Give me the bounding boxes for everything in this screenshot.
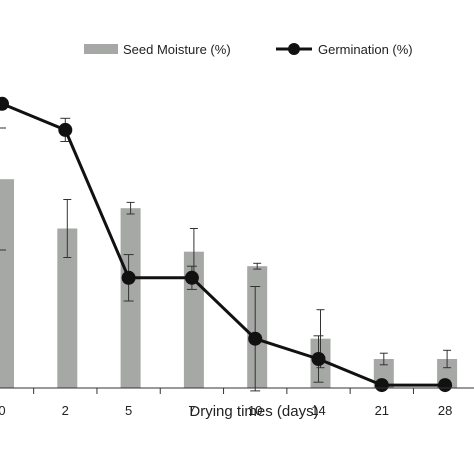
germination-point-0 bbox=[0, 96, 9, 111]
x-tick-label-10: 10 bbox=[248, 403, 262, 418]
bar-2 bbox=[57, 228, 78, 388]
germination-point-21 bbox=[374, 378, 389, 393]
x-tick-label-14: 14 bbox=[311, 403, 325, 418]
germination-point-5 bbox=[121, 270, 136, 285]
bar-error-10 bbox=[253, 262, 262, 270]
legend: Seed Moisture (%) Germination (%) bbox=[84, 42, 413, 57]
bar-error-28 bbox=[443, 349, 452, 369]
bar-0 bbox=[0, 179, 14, 388]
germination-point-7 bbox=[184, 270, 199, 285]
germination-point-28 bbox=[438, 378, 453, 393]
x-tick-labels: 0 2 5 7 10 14 21 28 bbox=[0, 403, 452, 418]
bar-error-5 bbox=[126, 201, 135, 215]
germination-point-10 bbox=[248, 331, 263, 346]
germination-line bbox=[1, 102, 446, 387]
x-tick-label-5: 5 bbox=[125, 403, 132, 418]
x-tick-label-2: 2 bbox=[62, 403, 69, 418]
germination-point-2 bbox=[58, 122, 73, 137]
bars bbox=[0, 179, 458, 388]
legend-marker-germination bbox=[288, 43, 300, 55]
germination-point-14 bbox=[311, 352, 326, 366]
bar-error-2 bbox=[63, 199, 72, 258]
bar-error-bars bbox=[63, 199, 452, 369]
x-tick-label-21: 21 bbox=[375, 403, 389, 418]
x-axis-label: Drying times (days) bbox=[189, 403, 318, 420]
bar-error-21 bbox=[379, 352, 388, 366]
legend-swatch-seed-moisture bbox=[84, 44, 118, 54]
germination-points bbox=[0, 96, 453, 393]
legend-label-seed-moisture: Seed Moisture (%) bbox=[123, 42, 231, 57]
x-ticks bbox=[0, 127, 414, 394]
x-tick-label-7: 7 bbox=[188, 403, 195, 418]
x-tick-label-28: 28 bbox=[438, 403, 452, 418]
x-tick-label-0: 0 bbox=[0, 403, 6, 418]
bar-5 bbox=[120, 208, 141, 388]
bar-10 bbox=[247, 266, 268, 388]
legend-label-germination: Germination (%) bbox=[318, 42, 413, 57]
